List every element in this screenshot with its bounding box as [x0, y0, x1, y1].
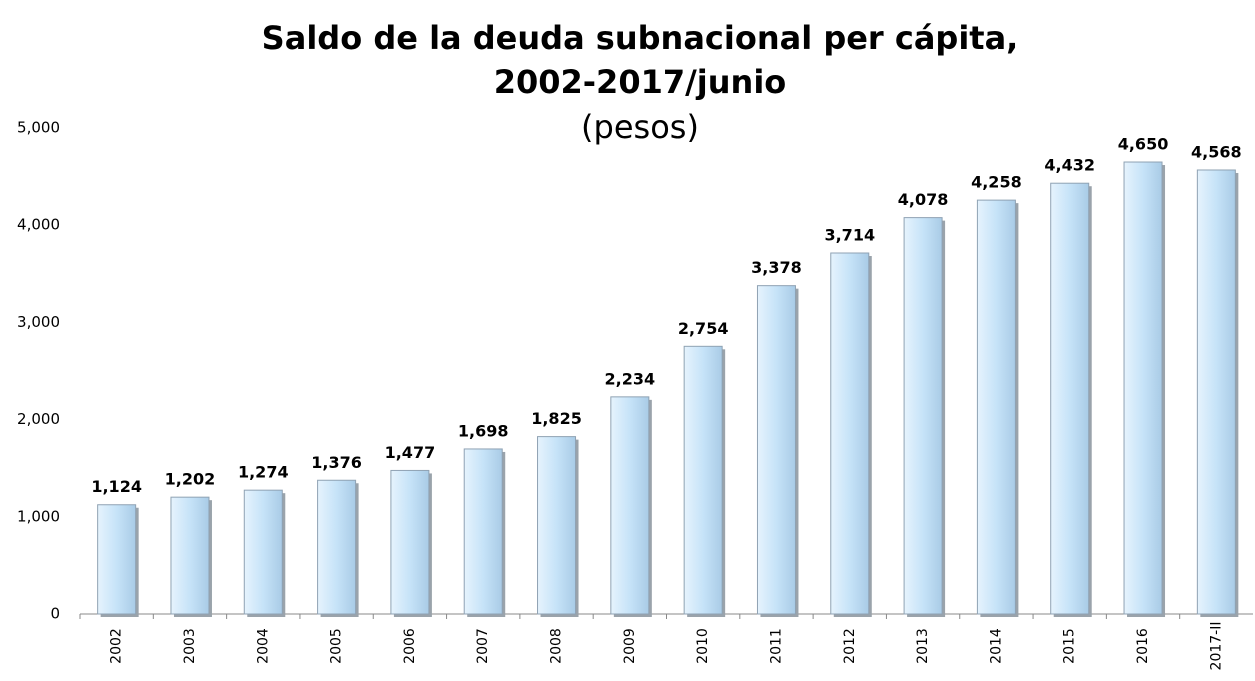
value-label: 4,258	[971, 173, 1022, 192]
x-tick-label: 2003	[182, 628, 198, 664]
value-label: 4,078	[898, 190, 949, 209]
value-label: 4,650	[1118, 135, 1169, 154]
x-tick-label: 2004	[255, 628, 271, 664]
value-label: 1,202	[165, 470, 216, 489]
chart-title: Saldo de la deuda subnacional per cápita…	[262, 19, 1019, 57]
value-label: 4,432	[1044, 156, 1095, 175]
x-tick-label: 2009	[622, 628, 638, 664]
bar	[243, 489, 283, 615]
value-label: 2,754	[678, 319, 729, 338]
chart-title-line2: 2002-2017/junio	[494, 63, 787, 101]
x-tick-label: 2002	[109, 628, 125, 664]
x-tick-label: 2011	[768, 628, 784, 664]
value-label: 1,376	[311, 453, 362, 472]
y-tick-label: 3,000	[17, 313, 60, 331]
x-tick-label: 2013	[915, 628, 931, 664]
value-label: 1,274	[238, 463, 289, 482]
value-label: 1,477	[385, 443, 436, 462]
y-tick-label: 4,000	[17, 216, 60, 234]
x-tick-label: 2007	[475, 628, 491, 664]
y-tick-label: 2,000	[17, 410, 60, 428]
y-tick-label: 5,000	[17, 119, 60, 137]
bar	[170, 496, 210, 615]
bar	[756, 285, 796, 615]
x-tick-label: 2014	[988, 628, 1004, 664]
bar	[683, 345, 723, 615]
bar	[976, 199, 1016, 615]
bar	[1196, 169, 1236, 615]
bar	[830, 252, 870, 615]
value-label: 2,234	[605, 369, 656, 388]
value-label: 3,714	[824, 225, 875, 244]
x-tick-label: 2010	[695, 628, 711, 664]
value-label: 4,568	[1191, 142, 1242, 161]
value-label: 1,698	[458, 421, 509, 440]
x-tick-label: 2017-II	[1208, 622, 1224, 671]
bar	[463, 448, 503, 615]
bar	[317, 479, 357, 615]
bar	[1050, 182, 1090, 615]
x-tick-label: 2012	[842, 628, 858, 664]
bar	[97, 504, 137, 615]
value-label: 1,124	[91, 477, 142, 496]
y-tick-label: 0	[50, 605, 60, 623]
x-tick-label: 2015	[1062, 628, 1078, 664]
x-tick-label: 2008	[549, 628, 565, 664]
value-label: 1,825	[531, 409, 582, 428]
x-tick-label: 2016	[1135, 628, 1151, 664]
y-tick-label: 1,000	[17, 507, 60, 525]
x-tick-label: 2006	[402, 628, 418, 664]
bar	[390, 469, 430, 615]
value-label: 3,378	[751, 258, 802, 277]
bar	[903, 217, 943, 615]
bar	[537, 436, 577, 615]
bar	[1123, 161, 1163, 615]
x-tick-label: 2005	[329, 628, 345, 664]
bar	[610, 396, 650, 615]
chart-subtitle: (pesos)	[581, 108, 699, 146]
